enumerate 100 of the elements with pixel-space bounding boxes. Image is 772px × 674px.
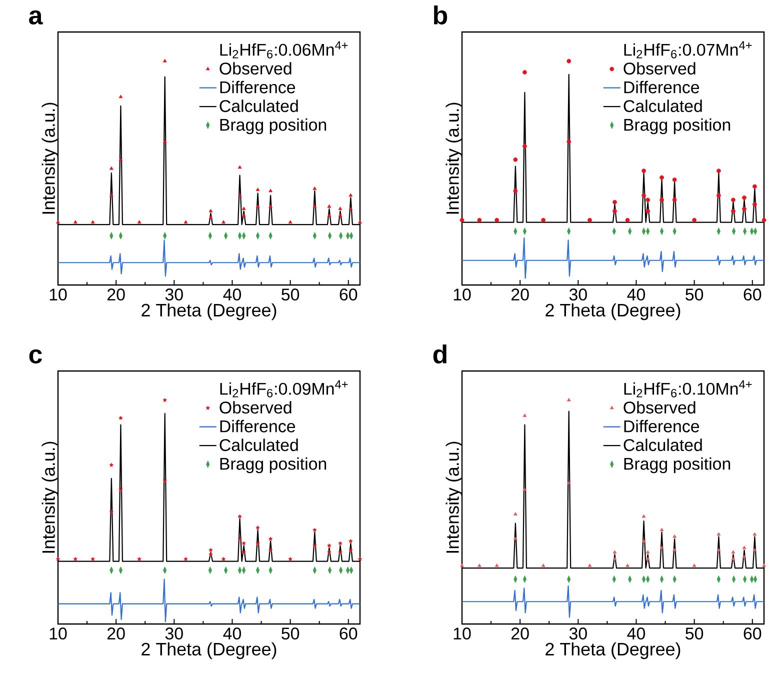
point [460,218,464,222]
point [541,564,546,567]
point [566,58,572,64]
point [731,550,736,554]
point [716,548,721,552]
point [118,94,123,98]
point [118,157,123,161]
point [494,564,499,567]
y-axis-title: Intensity (a.u.) [42,102,58,214]
legend-label: Observed [624,401,696,414]
point [358,220,362,224]
legend-title: Li$_{2}$HfF$_{6}$:0.10Mn$^{4+}$ [624,380,752,398]
point [762,564,766,567]
x-tick-label: 40 [627,628,645,640]
point [238,165,242,169]
y-axis-title: Intensity (a.u.) [446,102,462,214]
point [221,556,226,561]
point [742,554,746,558]
legend-label: Calculated [624,100,702,112]
point [460,564,464,567]
point [312,204,317,208]
point [109,462,114,467]
point [494,218,500,222]
point [716,168,721,174]
point [348,538,353,543]
point [162,398,167,402]
point [56,220,60,224]
point [514,536,518,540]
point [358,556,362,561]
legend-label: Bragg position [624,118,730,134]
x-tick-label: 10 [454,628,471,640]
point [268,204,272,208]
point [256,526,260,530]
point [90,220,95,224]
x-axis-title: 2 Theta (Degree) [142,642,276,660]
legend-label: Observed [220,401,292,414]
legend-label: Bragg position [220,118,326,134]
point [692,564,696,567]
point [90,556,95,561]
point [642,514,646,518]
point [762,218,766,222]
point [626,564,630,567]
point [208,552,213,556]
point [731,556,736,560]
x-tick-label: 20 [512,288,529,301]
point [110,193,114,197]
point [716,193,721,198]
point [312,528,317,532]
point [184,556,188,561]
point [716,532,721,536]
point [612,550,617,554]
point [338,206,342,210]
point [588,218,592,222]
point [312,543,317,548]
point [742,206,746,212]
point [137,556,142,561]
point [692,218,697,222]
point [625,218,630,222]
x-axis-title: 2 Theta (Degree) [546,303,680,320]
point [256,541,260,546]
point [238,193,242,197]
point [162,478,167,483]
point [477,218,482,222]
legend-label: Calculated [624,438,702,452]
point [660,175,664,180]
point [672,198,677,202]
point [642,193,646,198]
point [118,416,123,420]
x-tick-label: 60 [340,288,358,301]
point [162,58,167,62]
x-tick-label: 10 [50,628,67,640]
point [338,550,342,554]
point [256,188,260,192]
point [752,532,757,536]
point [513,157,518,162]
point [752,184,757,189]
point [731,198,736,202]
point [348,548,353,552]
x-tick-label: 50 [686,288,704,301]
point [242,541,246,546]
chart-title: d [433,344,446,364]
point [672,534,676,538]
point [288,556,292,561]
x-tick-label: 50 [686,628,704,640]
legend-title: Li$_{2}$HfF$_{6}$:0.09Mn$^{4+}$ [220,380,348,398]
legend-label: Bragg position [220,457,326,474]
point [242,550,246,554]
x-tick-label: 20 [108,288,125,301]
point [612,208,617,214]
point [348,193,353,197]
legend-label: Difference [624,80,700,94]
point [752,202,757,207]
point [522,487,527,491]
point [612,200,617,204]
x-tick-label: 40 [223,288,241,301]
legend-label: Bragg position [624,457,730,474]
point [288,220,292,224]
point [642,168,646,174]
point [208,208,213,212]
x-tick-label: 10 [50,288,67,301]
